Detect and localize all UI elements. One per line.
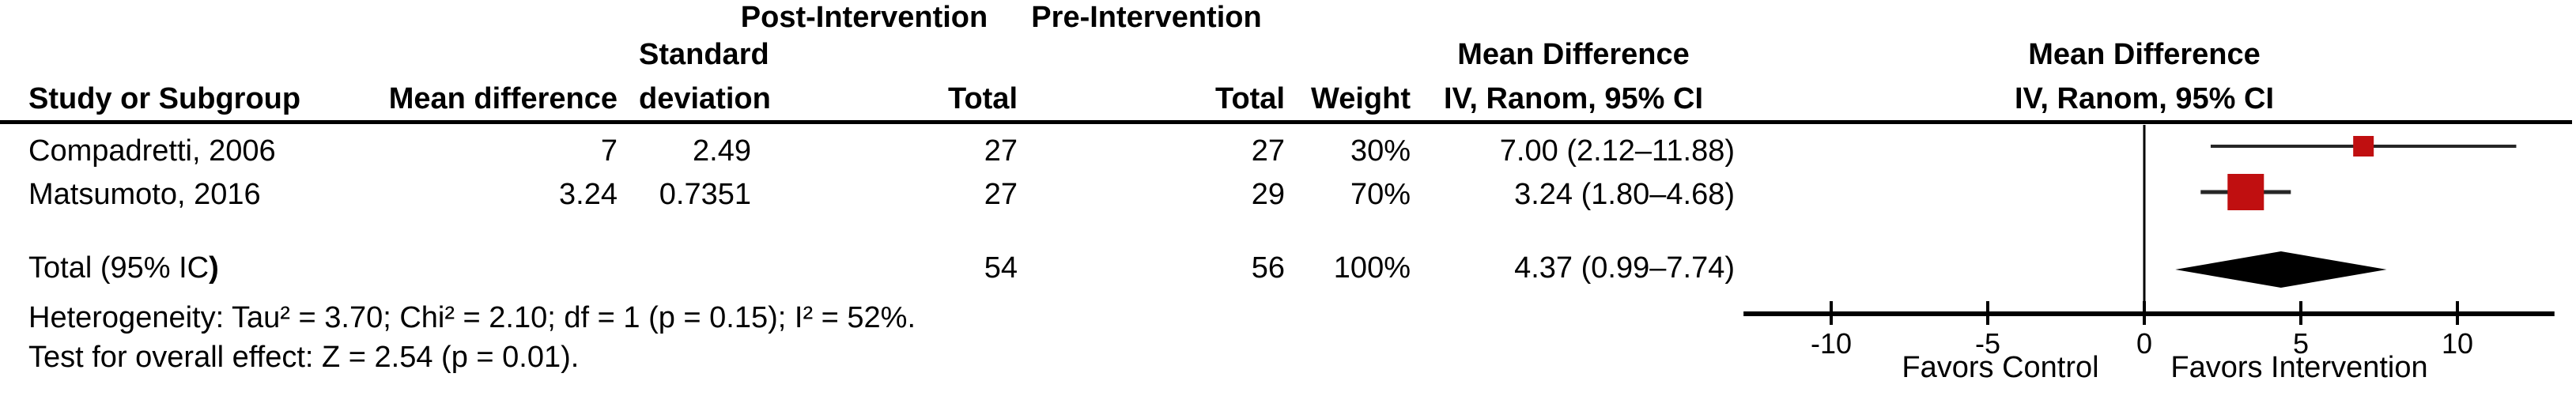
sd-value: 2.49 — [693, 134, 751, 168]
total-pre-value: 29 — [1251, 178, 1285, 211]
study-label: Compadretti, 2006 — [28, 134, 276, 168]
study-label: Matsumoto, 2016 — [28, 178, 261, 211]
favors-intervention-label: Favors Intervention — [2170, 351, 2428, 384]
col-header-standard: Standard — [639, 38, 769, 71]
total-label-paren: ) — [209, 251, 219, 285]
axis-tick-label: 0 — [2136, 327, 2152, 360]
col-header-weight: Weight — [1311, 82, 1411, 115]
mean-difference-value: 7 — [600, 134, 618, 168]
favors-control-label: Favors Control — [1902, 351, 2099, 384]
study-point-estimate-square — [2353, 136, 2374, 157]
group-header-pre-intervention: Pre-Intervention — [1031, 1, 1262, 34]
total-label-text: Total (95% IC — [28, 251, 210, 285]
col-header-study: Study or Subgroup — [28, 82, 301, 115]
total-row-label: Total (95% IC) — [28, 251, 219, 285]
axis-tick-label: 5 — [2293, 327, 2309, 360]
sd-value: 0.7351 — [659, 178, 751, 211]
study-point-estimate-square — [2227, 174, 2264, 210]
col-header-ci-line1: Mean Difference — [1457, 38, 1690, 71]
total-post-value: 27 — [984, 134, 1018, 168]
total-weight: 100% — [1333, 251, 1411, 285]
overall-effect-footnote: Test for overall effect: Z = 2.54 (p = 0… — [28, 341, 580, 374]
col-header-total-pre: Total — [1215, 82, 1285, 115]
weight-value: 70% — [1350, 178, 1411, 211]
group-header-post-intervention: Post-Intervention — [740, 1, 988, 34]
col-header-mean-difference: Mean difference — [388, 82, 618, 115]
col-header-deviation: deviation — [639, 82, 771, 115]
plot-header-line1: Mean Difference — [2028, 38, 2261, 71]
total-pre-value: 27 — [1251, 134, 1285, 168]
total-post-sum: 54 — [984, 251, 1018, 285]
col-header-total-post: Total — [948, 82, 1018, 115]
heterogeneity-footnote: Heterogeneity: Tau² = 3.70; Chi² = 2.10;… — [28, 301, 916, 334]
ci-text: 7.00 (2.12–11.88) — [1499, 134, 1735, 168]
mean-difference-value: 3.24 — [559, 178, 618, 211]
axis-tick-label: -5 — [1975, 327, 2000, 360]
plot-header-line2: IV, Ranom, 95% CI — [2014, 82, 2275, 115]
axis-tick-label: 10 — [2442, 327, 2473, 360]
total-ci-text: 4.37 (0.99–7.74) — [1514, 251, 1735, 285]
summary-diamond — [2175, 251, 2387, 288]
total-pre-sum: 56 — [1251, 251, 1285, 285]
col-header-ci-line2: IV, Ranom, 95% CI — [1443, 82, 1704, 115]
weight-value: 30% — [1350, 134, 1411, 168]
axis-tick-label: -10 — [1811, 327, 1852, 360]
header-rule — [0, 120, 2572, 124]
total-post-value: 27 — [984, 178, 1018, 211]
ci-text: 3.24 (1.80–4.68) — [1514, 178, 1735, 211]
